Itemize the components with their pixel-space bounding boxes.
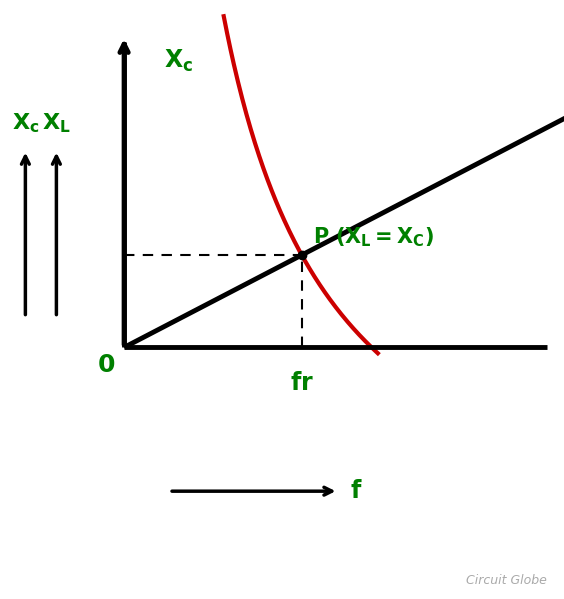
Text: $\mathbf{fr}$: $\mathbf{fr}$ bbox=[290, 371, 314, 395]
Text: $\mathbf{X_L}$: $\mathbf{X_L}$ bbox=[42, 111, 70, 135]
Text: Circuit Globe: Circuit Globe bbox=[466, 574, 547, 587]
Text: $\mathbf{X_c}$: $\mathbf{X_c}$ bbox=[164, 48, 193, 74]
Text: $\mathbf{X_c}$: $\mathbf{X_c}$ bbox=[12, 111, 39, 135]
Text: $\mathbf{P\ (X_L = X_C)}$: $\mathbf{P\ (X_L = X_C)}$ bbox=[313, 225, 434, 249]
Text: $\mathbf{f}$: $\mathbf{f}$ bbox=[350, 479, 362, 503]
Text: 0: 0 bbox=[98, 353, 116, 377]
